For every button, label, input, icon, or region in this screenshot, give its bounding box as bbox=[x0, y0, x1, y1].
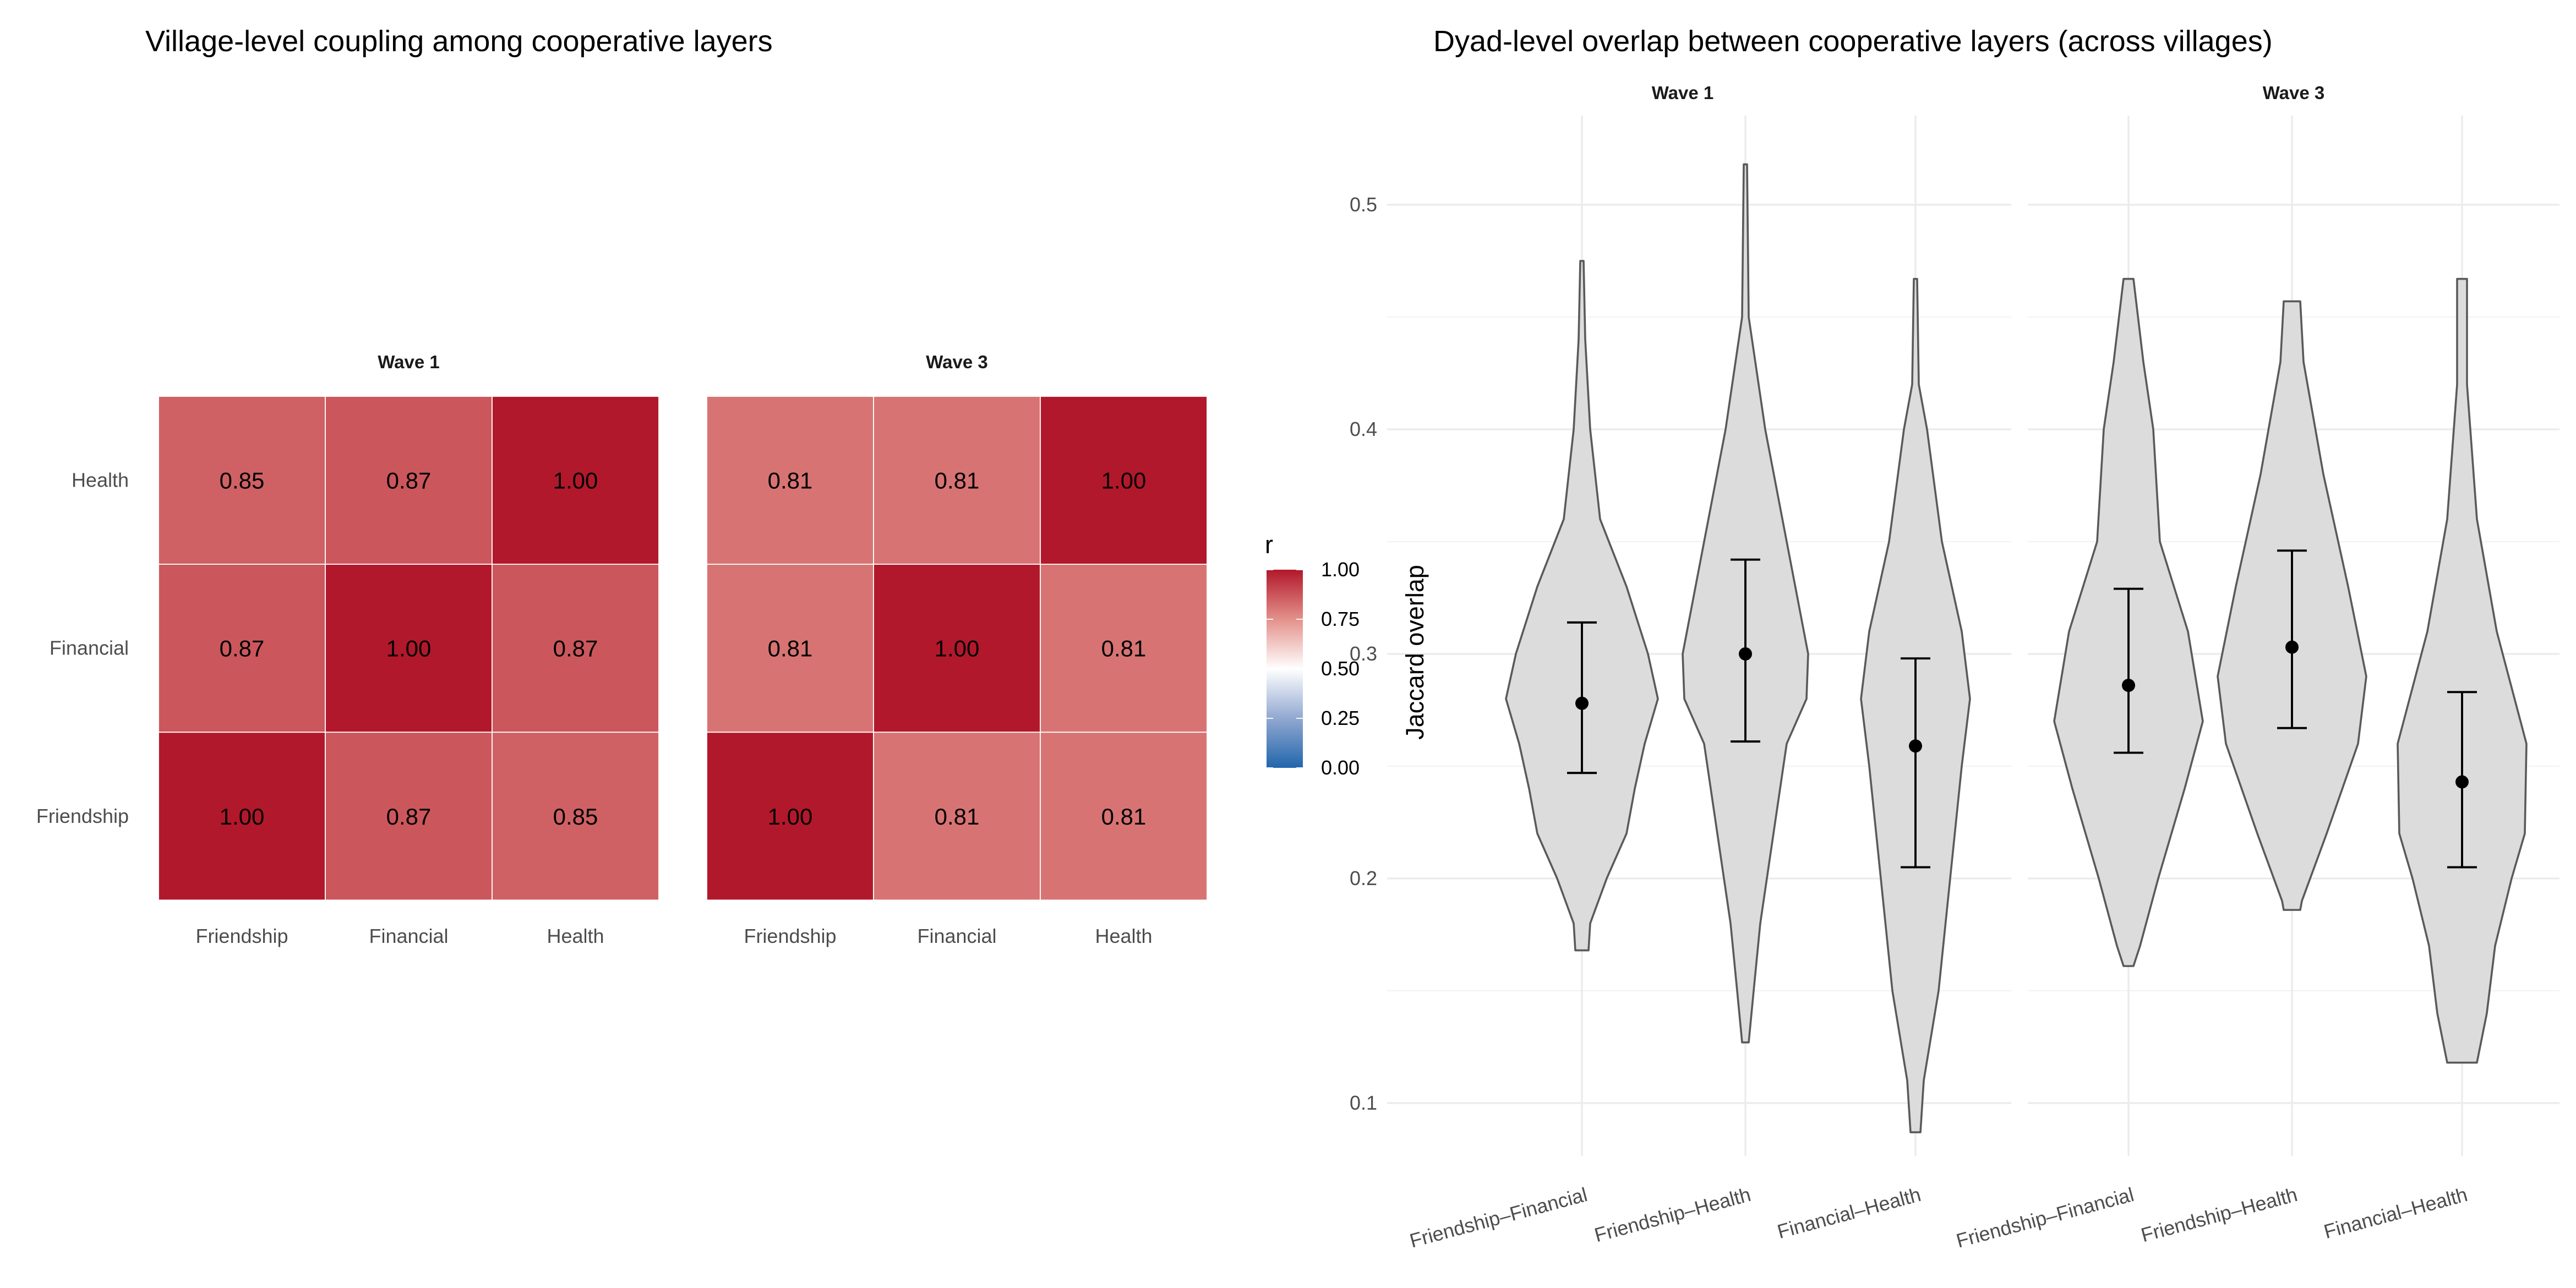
cell-value-label: 1.00 bbox=[386, 636, 432, 662]
violin-panel-2: Wave 3 Friendship–Financial Friendship–Hea… bbox=[1954, 83, 2559, 1252]
x-tick-label: Financial–Health bbox=[1775, 1183, 1923, 1243]
heatmap-cell bbox=[325, 396, 493, 565]
violin bbox=[1505, 260, 1659, 952]
cell-value-label: 0.81 bbox=[935, 468, 980, 494]
mean-point bbox=[1575, 696, 1589, 710]
cell-value-label: 0.81 bbox=[935, 804, 980, 829]
heatmap-cell bbox=[492, 564, 659, 733]
legend-tick-label: 0.75 bbox=[1321, 608, 1360, 630]
violin-title: Dyad-level overlap between cooperative l… bbox=[1433, 25, 2273, 58]
legend-title: r bbox=[1265, 531, 1273, 559]
x-tick-label: Financial–Health bbox=[2321, 1183, 2470, 1243]
cell-value-label: 1.00 bbox=[220, 804, 265, 829]
facet-strip-label: Wave 3 bbox=[2263, 83, 2325, 103]
y-tick-label: 0.5 bbox=[1350, 193, 1377, 216]
heatmap-title: Village-level coupling among cooperative… bbox=[145, 25, 773, 58]
y-tick-label: 0.2 bbox=[1350, 867, 1377, 889]
cell-value-label: 0.85 bbox=[553, 804, 598, 829]
legend-tick-label: 0.50 bbox=[1321, 657, 1360, 680]
x-tick-label: Friendship–Financial bbox=[1407, 1183, 1590, 1252]
x-tick-label: Friendship bbox=[744, 925, 836, 947]
y-tick-label: Friendship bbox=[36, 805, 129, 827]
mean-point bbox=[1739, 647, 1752, 661]
color-legend: r 1.00 0.75 0.50 0.25 0.00 bbox=[1265, 531, 1360, 779]
facet-strip-label: Wave 1 bbox=[378, 352, 440, 372]
heatmap-cell bbox=[873, 396, 1041, 565]
y-tick-label: Health bbox=[72, 469, 129, 492]
cell-value-label: 0.81 bbox=[768, 636, 813, 662]
mean-point bbox=[1909, 739, 1922, 753]
legend-tick-label: 0.25 bbox=[1321, 707, 1360, 729]
mean-point bbox=[2122, 679, 2135, 692]
cell-value-label: 0.87 bbox=[386, 804, 432, 829]
heatmap-cell bbox=[325, 732, 493, 901]
mean-point bbox=[2455, 775, 2469, 789]
cell-value-label: 1.00 bbox=[1101, 468, 1147, 494]
cell-value-label: 1.00 bbox=[768, 804, 813, 829]
y-tick-label: 0.4 bbox=[1350, 418, 1377, 440]
cell-value-label: 0.87 bbox=[386, 468, 432, 494]
x-tick-label: Health bbox=[547, 925, 604, 947]
cell-value-label: 0.87 bbox=[220, 636, 265, 662]
heatmap-cell bbox=[706, 564, 874, 733]
heatmap-cell bbox=[1040, 564, 1208, 733]
heatmap-cell bbox=[706, 396, 874, 565]
cell-value-label: 1.00 bbox=[935, 636, 980, 662]
cell-value-label: 0.81 bbox=[768, 468, 813, 494]
heatmap-cell bbox=[1040, 732, 1208, 901]
heatmap-cell bbox=[492, 396, 659, 565]
y-tick-label: Financial bbox=[50, 637, 129, 659]
y-tick-label: 0.1 bbox=[1350, 1091, 1377, 1114]
cell-value-label: 0.81 bbox=[1101, 804, 1147, 829]
cell-value-label: 0.87 bbox=[553, 636, 598, 662]
x-tick-label: Health bbox=[1095, 925, 1152, 947]
heatmap-cell bbox=[158, 732, 326, 901]
heatmap-cell bbox=[1040, 396, 1208, 565]
x-tick-label: Friendship–Financial bbox=[1954, 1183, 2136, 1252]
cell-value-label: 0.85 bbox=[220, 468, 265, 494]
cell-value-label: 1.00 bbox=[553, 468, 598, 494]
mean-point bbox=[2285, 640, 2299, 654]
facet-strip-label: Wave 1 bbox=[1652, 83, 1714, 103]
facet-strip-label: Wave 3 bbox=[926, 352, 988, 372]
x-tick-label: Financial bbox=[917, 925, 996, 947]
heatmap-cell bbox=[158, 564, 326, 733]
heatmap-cell bbox=[706, 732, 874, 901]
legend-tick-label: 0.00 bbox=[1321, 756, 1360, 779]
x-tick-label: Financial bbox=[369, 925, 448, 947]
violin bbox=[2397, 277, 2528, 1064]
x-tick-label: Friendship–Health bbox=[1592, 1183, 1753, 1246]
violin-panel-1: Wave 1 Friendship–Financial Friendship–Hea… bbox=[1387, 83, 2011, 1252]
x-tick-label: Friendship bbox=[195, 925, 288, 947]
heatmap-cell bbox=[158, 396, 326, 565]
heatmap-panels: Wave 1 1.00 0.87 0.85 0.87 1.00 0.87 0.85 0.87 1.… bbox=[36, 352, 1208, 947]
heatmap-cell bbox=[325, 564, 493, 733]
x-tick-label: Friendship–Health bbox=[2138, 1183, 2300, 1246]
y-tick-label: 0.3 bbox=[1350, 642, 1377, 665]
heatmap-panel-1: Wave 1 1.00 0.87 0.85 0.87 1.00 0.87 0.85 0.87 1.… bbox=[158, 352, 659, 947]
cell-value-label: 0.81 bbox=[1101, 636, 1147, 662]
heatmap-panel-2: Wave 3 1.00 0.81 0.81 0.81 1.00 0.81 0.81 0.81 1.… bbox=[706, 352, 1208, 947]
legend-tick-label: 1.00 bbox=[1321, 558, 1360, 581]
y-axis-title: Jaccard overlap bbox=[1401, 565, 1429, 740]
